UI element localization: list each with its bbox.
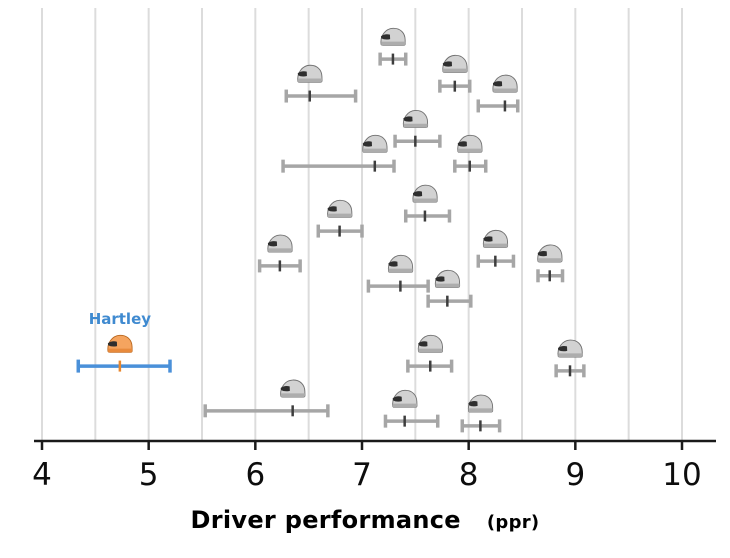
helmet-stripe <box>413 198 438 203</box>
helmet-visor <box>362 141 372 147</box>
helmet-icon <box>280 379 306 398</box>
helmet-visor <box>267 241 278 247</box>
helmet-stripe <box>388 268 413 273</box>
data-point <box>366 254 430 293</box>
data-point <box>554 339 586 378</box>
helmet-icon <box>412 184 438 203</box>
data-point <box>281 134 396 173</box>
helmet-icon <box>467 394 494 413</box>
helmet-icon <box>267 234 293 253</box>
helmet-visor <box>537 250 547 257</box>
helmet-visor <box>442 61 452 67</box>
helmet-stripe <box>443 68 468 73</box>
helmet-stripe <box>493 88 518 93</box>
helmet-icon <box>442 54 468 73</box>
data-point <box>257 234 302 273</box>
data-point <box>426 269 473 308</box>
helmet-stripe <box>418 348 443 353</box>
helmet-icon <box>557 339 583 358</box>
helmet-stripe <box>435 283 460 288</box>
data-point <box>460 394 502 433</box>
helmet-stripe <box>297 78 323 83</box>
helmet-icon <box>457 134 483 153</box>
helmet-icon <box>417 334 444 353</box>
data-point <box>403 184 452 223</box>
helmet-visor <box>392 396 402 402</box>
helmet-visor <box>492 81 503 87</box>
helmet-stripe <box>483 243 508 248</box>
helmet-icon <box>387 254 414 273</box>
helmet-stripe <box>403 123 428 128</box>
helmet-icon <box>380 27 406 46</box>
x-axis-title-unit: (ppr) <box>486 512 540 533</box>
helmet-stripe <box>268 248 293 253</box>
data-point <box>203 379 330 418</box>
data-point <box>476 229 516 268</box>
helmet-visor <box>327 206 337 212</box>
helmet-stripe <box>558 353 583 358</box>
helmet-stripe <box>468 408 493 413</box>
helmet-visor <box>468 401 478 407</box>
helmet-visor <box>483 236 493 242</box>
helmet-icon <box>537 244 563 263</box>
x-axis-title: Driver performance (ppr) <box>0 506 730 534</box>
data-point <box>453 134 488 173</box>
data-point <box>536 244 565 283</box>
helmet-icon <box>492 74 518 93</box>
helmet-stripe <box>327 213 352 218</box>
x-axis-title-main: Driver performance <box>190 506 461 534</box>
helmet-visor <box>107 341 118 347</box>
helmet-icon <box>402 109 429 128</box>
x-tick-label: 7 <box>352 457 372 493</box>
helmet-icon <box>482 229 509 248</box>
helmet-visor <box>457 141 467 147</box>
x-tick-label: 5 <box>139 457 159 493</box>
x-tick-label: 10 <box>662 457 701 493</box>
helmet-visor <box>403 116 413 122</box>
helmet-stripe <box>280 393 305 398</box>
helmet-visor <box>418 341 428 347</box>
data-point <box>378 27 408 66</box>
helmet-stripe <box>363 148 388 153</box>
x-tick-label: 8 <box>459 457 479 493</box>
data-point <box>284 64 358 103</box>
helmet-icon <box>107 334 133 353</box>
helmet-visor <box>297 71 307 77</box>
helmet-icon <box>392 389 418 408</box>
chart-svg: Hartley 4 5 6 7 8 9 10 <box>32 8 716 493</box>
helmet-visor <box>558 345 568 352</box>
helmet-stripe <box>108 348 133 353</box>
data-point <box>316 199 364 238</box>
helmet-icon <box>327 199 353 218</box>
helmet-visor <box>435 276 445 282</box>
helmet-stripe <box>457 148 483 153</box>
helmet-visor <box>388 261 398 267</box>
helmet-icon <box>297 64 323 83</box>
driver-label: Hartley <box>89 310 152 328</box>
data-point <box>476 74 520 113</box>
helmet-stripe <box>537 258 563 262</box>
helmet-stripe <box>381 41 406 46</box>
helmet-icon <box>362 134 388 153</box>
data-point <box>406 334 454 373</box>
x-tick-label: 4 <box>32 457 52 493</box>
x-tick-label: 9 <box>565 457 585 493</box>
data-point <box>438 54 472 93</box>
helmet-visor <box>380 34 391 40</box>
data-point-highlighted: Hartley <box>76 310 172 373</box>
helmet-icon <box>434 269 461 288</box>
helmet-stripe <box>392 403 417 408</box>
data-point <box>393 109 442 148</box>
x-tick-label: 6 <box>245 457 265 493</box>
data-point <box>383 389 440 428</box>
helmet-visor <box>412 191 423 197</box>
helmet-visor <box>280 385 290 392</box>
